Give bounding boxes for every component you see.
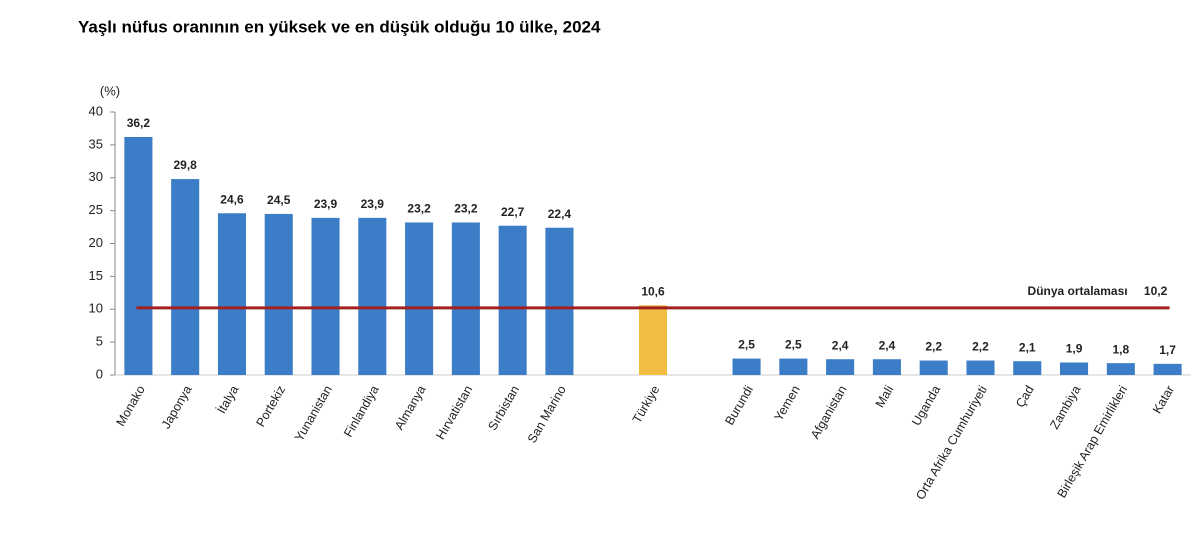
y-tick-label: 10 [89,301,103,316]
value-label: 23,9 [361,197,385,211]
y-tick-label: 0 [96,366,103,381]
bar [966,360,995,375]
chart-title: Yaşlı nüfus oranının en yüksek ve en düş… [78,17,601,36]
x-tick-label: Finlandiya [341,383,382,439]
value-label: 36,2 [127,116,151,130]
x-tick-label: Burundi [722,383,756,427]
value-label: 22,7 [501,205,525,219]
value-label: 2,5 [785,338,802,352]
value-label: 10,6 [641,284,665,298]
value-label: 1,7 [1159,343,1176,357]
x-tick-label: Yunanistan [292,383,335,444]
bar [1013,361,1042,375]
value-label: 2,5 [738,338,755,352]
x-tick-label: Almanya [392,383,428,432]
y-tick-label: 5 [96,334,103,349]
value-label: 2,2 [925,340,942,354]
bar [826,359,855,375]
value-label: 23,2 [407,202,431,216]
x-tick-label: Japonya [159,383,195,431]
value-label: 2,4 [832,338,849,352]
bar [451,222,480,375]
value-label: 2,1 [1019,340,1036,354]
bar [405,222,434,375]
value-label: 1,9 [1066,342,1083,356]
bar [872,359,901,375]
x-tick-label: Katar [1150,383,1177,416]
value-label: 2,4 [879,338,896,352]
y-tick-label: 15 [89,268,103,283]
value-label: 2,2 [972,340,989,354]
value-label: 24,5 [267,193,291,207]
value-label: 22,4 [548,207,572,221]
bar [779,358,808,375]
x-tick-label: Monako [113,383,147,429]
y-tick-label: 20 [89,235,103,250]
x-tick-label: Uganda [909,383,943,428]
x-tick-label: San Marino [525,383,569,445]
x-tick-label: Mali [873,383,897,410]
bar [358,217,387,375]
x-tick-label: Sırbistan [485,383,522,433]
x-tick-label: Hırvatistan [433,383,475,442]
bar [732,358,761,375]
y-tick-label: 30 [89,169,103,184]
bar [171,179,200,375]
bar [498,225,527,375]
x-tick-label: Zambiya [1047,383,1083,432]
bar [1060,362,1089,375]
reference-label: Dünya ortalaması [1028,284,1128,298]
y-axis-label: (%) [100,83,120,98]
bar [124,136,153,375]
value-label: 23,2 [454,202,478,216]
value-label: 1,8 [1112,342,1129,356]
bar [1106,363,1135,375]
y-tick-label: 35 [89,136,103,151]
y-tick-label: 40 [89,103,103,118]
bar [217,213,246,375]
x-tick-label: Yemen [771,383,802,423]
reference-value-label: 10,2 [1144,284,1168,298]
value-label: 24,6 [220,192,244,206]
value-label: 29,8 [173,158,197,172]
x-tick-label: Portekiz [253,383,288,429]
bar [1153,363,1182,375]
y-tick-label: 25 [89,202,103,217]
bar [545,227,574,375]
bar [638,305,668,375]
x-tick-label: Türkiye [630,383,663,426]
bar [919,360,948,375]
bar [311,217,340,375]
x-tick-label: Afganistan [808,383,850,441]
x-tick-label: İtalya [214,383,241,416]
bar [264,213,293,375]
value-label: 23,9 [314,197,338,211]
x-tick-label: Çad [1013,383,1037,410]
